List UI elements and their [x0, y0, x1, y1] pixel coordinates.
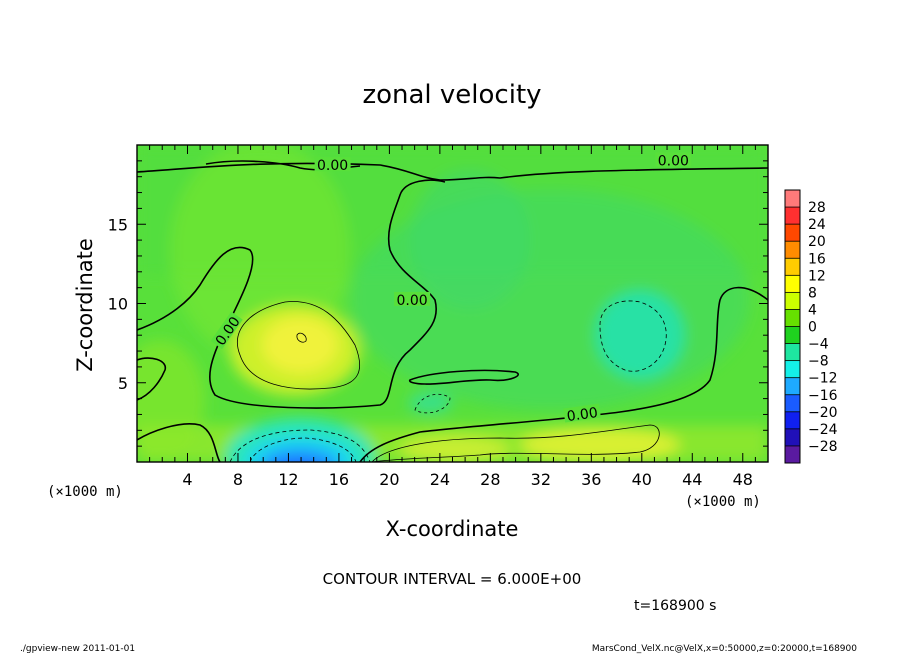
colorbar-label: 16	[808, 251, 826, 267]
time-text: t=168900 s	[634, 598, 716, 614]
colorbar-label: 12	[808, 268, 826, 284]
y-axis: 5 10 15	[108, 160, 768, 447]
x-axis-unit: (×1000 m)	[685, 494, 761, 510]
colorbar-swatch	[785, 241, 800, 259]
contour-label: 0.00	[658, 153, 689, 169]
contour-label-bg	[314, 157, 351, 172]
colorbar-label: 20	[808, 234, 826, 250]
x-tick-label: 20	[379, 470, 399, 489]
colorbar-swatch	[785, 190, 800, 208]
x-tick-label: 28	[480, 470, 500, 489]
x-tick-label: 36	[581, 470, 601, 489]
y-tick-label: 5	[118, 374, 128, 393]
colorbar-swatch	[785, 343, 800, 361]
contour-label: 0.00	[317, 158, 348, 174]
colorbar-label: −12	[808, 371, 838, 387]
colorbar-label: −16	[808, 388, 838, 404]
contour-interval-text: CONTOUR INTERVAL = 6.000E+00	[323, 570, 582, 588]
colorbar-label: −4	[808, 337, 829, 353]
colorbar-label: 24	[808, 217, 826, 233]
colorbar-swatch	[785, 292, 800, 310]
colorbar-label: 28	[808, 200, 826, 216]
zero-contours	[137, 160, 768, 462]
contour-label-bg	[210, 311, 243, 350]
y-axis-unit: (×1000 m)	[47, 484, 123, 500]
contour-label: 0.00	[397, 293, 428, 309]
colorbar-swatch	[785, 428, 800, 446]
colorbar-swatch	[785, 445, 800, 463]
colorbar-label: −8	[808, 354, 829, 370]
heatmap-field	[137, 145, 768, 462]
x-tick-label: 40	[632, 470, 652, 489]
colorbar-swatch	[785, 275, 800, 293]
colorbar-label: −24	[808, 422, 838, 438]
colorbar-label: 4	[808, 302, 817, 318]
colorbar-swatch	[785, 360, 800, 378]
colorbar-swatch	[785, 411, 800, 429]
colorbar-swatch	[785, 309, 800, 327]
chart-title: zonal velocity	[362, 80, 541, 110]
colorbar-swatch	[785, 258, 800, 276]
colorbar-swatch	[785, 377, 800, 395]
footer-left: ./gpview-new 2011-01-01	[20, 644, 135, 654]
colorbar-label: −20	[808, 405, 838, 421]
colorbar-label: 8	[808, 285, 817, 301]
colorbar-label: 0	[808, 320, 817, 336]
x-tick-label: 16	[329, 470, 349, 489]
x-axis: 4 8 12 16 20 24 28 32 36 40 44 48	[149, 145, 756, 489]
x-tick-label: 12	[278, 470, 298, 489]
colorbar-swatch	[785, 326, 800, 344]
colorbar-swatch	[785, 224, 800, 242]
contour-label-bg	[655, 152, 692, 167]
footer-right: MarsCond_VelX.nc@VelX,x=0:50000,z=0:2000…	[592, 644, 857, 654]
y-tick-label: 10	[108, 295, 128, 314]
colorbar-swatch	[785, 207, 800, 225]
x-tick-label: 32	[531, 470, 551, 489]
x-tick-label: 8	[233, 470, 243, 489]
x-axis-title: X-coordinate	[386, 517, 519, 541]
contour-label: 0.00	[566, 405, 599, 425]
y-axis-title: Z-coordinate	[73, 238, 97, 372]
contour-label-bg	[563, 403, 601, 423]
x-tick-label: 44	[682, 470, 702, 489]
thin-contours	[229, 300, 667, 462]
x-tick-label: 48	[733, 470, 753, 489]
x-tick-label: 4	[182, 470, 192, 489]
x-tick-label: 24	[430, 470, 450, 489]
colorbar-swatch	[785, 394, 800, 412]
y-tick-label: 15	[108, 215, 128, 234]
colorbar-label: −28	[808, 439, 838, 455]
contour-label-bg	[394, 291, 431, 306]
